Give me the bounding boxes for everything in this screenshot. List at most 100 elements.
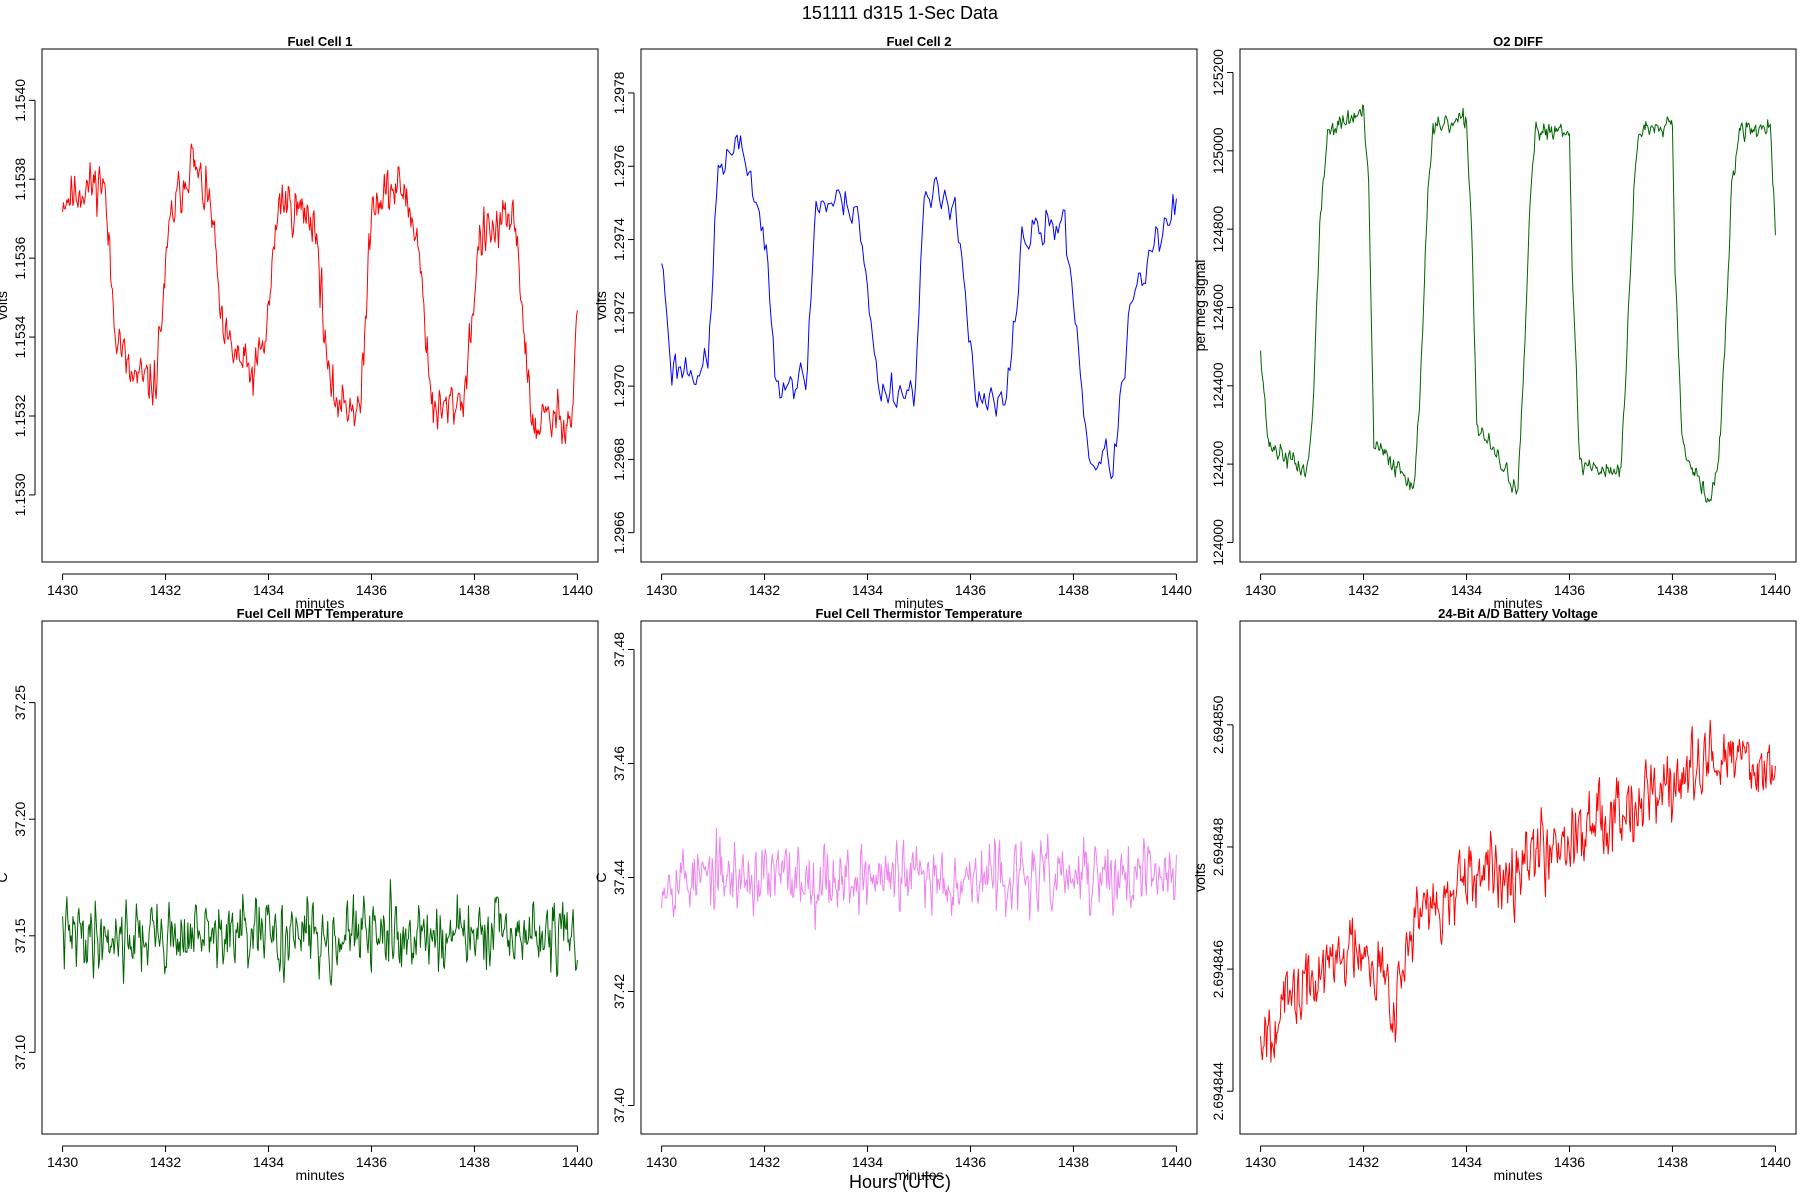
x-tick-label: 1432 [749,582,780,598]
y-tick-label: 1.2974 [611,218,627,261]
x-tick-label: 1430 [646,1154,677,1170]
panel-title: Fuel Cell MPT Temperature [237,606,404,621]
plot-frame [41,48,599,563]
y-axis-label: volts [1192,863,1208,892]
figure-title: 151111 d315 1-Sec Data [802,3,999,23]
y-tick-label: 37.48 [611,632,627,667]
panel-4: Fuel Cell MPT Temperature 1430 1432 1434 143… [0,606,599,1183]
panel-2: Fuel Cell 2 1430 1432 1434 1436 1438 1440 minut… [593,34,1198,611]
panel-3: O2 DIFF 1430 1432 1434 1436 1438 1440 minutes 12… [1192,34,1797,611]
y-tick-label: 37.25 [12,685,28,720]
plot-frame [1239,48,1797,563]
panel-title: Fuel Cell 1 [287,34,352,49]
y-tick-label: 124000 [1210,519,1226,566]
y-axis-label: C [593,872,609,882]
series-line [661,827,1177,931]
panel-title: Fuel Cell Thermistor Temperature [815,606,1022,621]
x-tick-label: 1434 [1451,582,1482,598]
plot-frame [640,620,1198,1135]
x-tick-label: 1430 [1245,582,1276,598]
y-tick-label: 125200 [1210,49,1226,96]
y-tick-label: 1.1534 [12,315,28,358]
x-axis-label: minutes [1493,1167,1542,1183]
y-tick-label: 37.20 [12,801,28,836]
series-line [1260,104,1776,503]
y-tick-label: 2.694844 [1210,1062,1226,1121]
y-tick-label: 1.2966 [611,511,627,554]
x-axis-label: minutes [295,1167,344,1183]
y-tick-label: 37.42 [611,974,627,1009]
y-tick-label: 1.2978 [611,71,627,114]
panel-6: 24-Bit A/D Battery Voltage 1430 1432 1434 14… [1192,606,1797,1183]
x-tick-label: 1430 [47,1154,78,1170]
plot-frame [1239,620,1797,1135]
y-tick-label: 37.44 [611,860,627,895]
x-tick-label: 1434 [253,1154,284,1170]
panel-5: Fuel Cell Thermistor Temperature 1430 1432… [593,606,1198,1183]
x-tick-label: 1438 [1657,582,1688,598]
x-tick-label: 1440 [562,582,593,598]
x-tick-label: 1440 [1161,582,1192,598]
y-tick-label: 1.1532 [12,394,28,437]
y-tick-label: 124600 [1210,284,1226,331]
y-tick-label: 125000 [1210,127,1226,174]
y-tick-label: 37.15 [12,918,28,953]
x-tick-label: 1440 [1161,1154,1192,1170]
y-tick-label: 1.1538 [12,158,28,201]
x-tick-label: 1440 [1760,582,1791,598]
x-tick-label: 1440 [562,1154,593,1170]
x-tick-label: 1430 [646,582,677,598]
y-tick-label: 124400 [1210,362,1226,409]
panel-title: O2 DIFF [1493,34,1543,49]
x-tick-label: 1434 [852,582,883,598]
y-tick-label: 1.2968 [611,438,627,481]
series-line [661,134,1177,480]
y-tick-label: 1.1530 [12,473,28,516]
y-tick-label: 124200 [1210,441,1226,488]
y-tick-label: 1.2970 [611,364,627,407]
x-tick-label: 1432 [749,1154,780,1170]
x-axis-label: minutes [894,595,943,611]
y-tick-label: 2.694846 [1210,940,1226,999]
x-axis-label: minutes [894,1167,943,1183]
x-tick-label: 1438 [1058,1154,1089,1170]
series-line [62,879,578,986]
plot-frame [41,620,599,1135]
x-tick-label: 1432 [150,1154,181,1170]
y-tick-label: 37.46 [611,746,627,781]
plot-frame [640,48,1198,563]
x-tick-label: 1440 [1760,1154,1791,1170]
y-axis-label: per meg signal [1192,260,1208,352]
x-tick-label: 1438 [1058,582,1089,598]
figure-x-label: Hours (UTC) [849,1172,951,1192]
y-tick-label: 1.2972 [611,291,627,334]
series-line [1260,719,1776,1063]
y-tick-label: 1.1536 [12,237,28,280]
panel-title: Fuel Cell 2 [886,34,951,49]
y-axis-label: C [0,872,10,882]
y-tick-label: 1.1540 [12,79,28,122]
x-tick-label: 1432 [150,582,181,598]
y-tick-label: 37.40 [611,1088,627,1123]
x-tick-label: 1438 [459,582,490,598]
x-tick-label: 1438 [1657,1154,1688,1170]
panel-title: 24-Bit A/D Battery Voltage [1438,606,1598,621]
x-axis-label: minutes [295,595,344,611]
x-tick-label: 1434 [852,1154,883,1170]
x-axis-label: minutes [1493,595,1542,611]
y-tick-label: 124800 [1210,206,1226,253]
x-tick-label: 1430 [47,582,78,598]
x-tick-label: 1430 [1245,1154,1276,1170]
y-tick-label: 1.2976 [611,145,627,188]
x-tick-label: 1434 [253,582,284,598]
x-tick-label: 1436 [955,1154,986,1170]
y-tick-label: 37.10 [12,1035,28,1070]
y-axis-label: volts [593,291,609,320]
series-line [62,143,578,445]
x-tick-label: 1436 [1554,1154,1585,1170]
x-tick-label: 1434 [1451,1154,1482,1170]
x-tick-label: 1432 [1348,1154,1379,1170]
y-tick-label: 2.694850 [1210,695,1226,754]
x-tick-label: 1436 [1554,582,1585,598]
